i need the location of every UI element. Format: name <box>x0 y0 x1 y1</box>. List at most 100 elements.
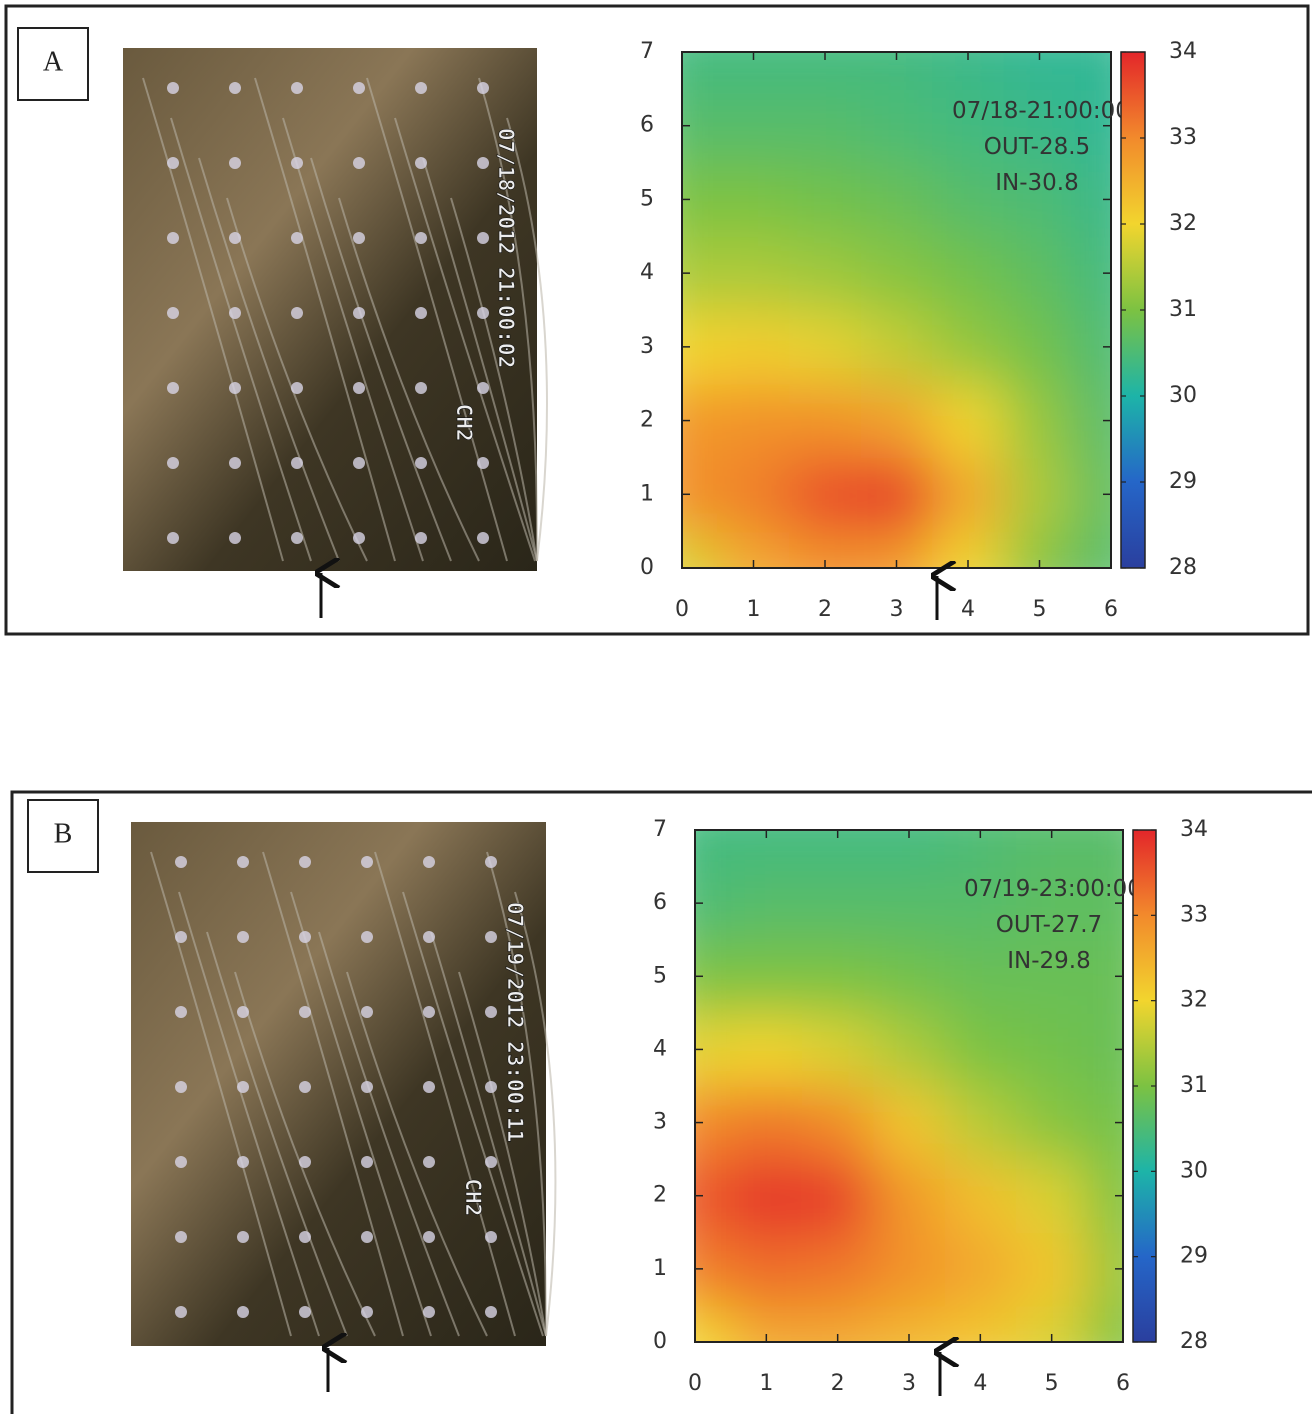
photo-detail <box>291 307 303 319</box>
heat-cell <box>718 163 791 238</box>
photo-channel: CH2 <box>452 404 476 442</box>
heat-cell <box>1016 1232 1088 1306</box>
heat-cell <box>789 89 862 164</box>
x-tick-label: 0 <box>688 1371 702 1396</box>
heat-cell <box>1004 310 1077 385</box>
y-tick-label: 1 <box>653 1256 667 1281</box>
y-tick-label: 0 <box>653 1329 667 1354</box>
photo-detail <box>299 856 311 868</box>
photo-detail <box>167 532 179 544</box>
photo-detail <box>485 1231 497 1243</box>
x-tick-label: 5 <box>1045 1371 1059 1396</box>
colorbar-tick-label: 30 <box>1180 1158 1208 1183</box>
x-tick-label: 0 <box>675 597 689 622</box>
photo-detail <box>477 457 489 469</box>
photo-detail <box>237 1081 249 1093</box>
photo-detail <box>237 1231 249 1243</box>
heat-cell <box>789 457 862 532</box>
heat-cell <box>802 1086 874 1160</box>
colorbar-tick-label: 34 <box>1180 817 1208 842</box>
photo-detail <box>423 856 435 868</box>
y-tick-label: 4 <box>653 1036 667 1061</box>
annotation: IN-30.8 <box>995 170 1079 196</box>
photo-detail <box>477 82 489 94</box>
photo-detail <box>423 1156 435 1168</box>
photo-detail <box>353 457 365 469</box>
photo-detail <box>415 457 427 469</box>
heat-cell <box>873 1232 945 1306</box>
heat-cell <box>1004 236 1077 311</box>
photo-detail <box>423 1306 435 1318</box>
colorbar-tick-label: 30 <box>1169 383 1197 408</box>
heat-cell <box>718 89 791 164</box>
photo-detail <box>291 82 303 94</box>
heat-cell <box>1004 457 1077 532</box>
photo-detail <box>167 157 179 169</box>
photo-channel: CH2 <box>461 1178 485 1216</box>
heat-cell <box>802 940 874 1014</box>
heat-cell <box>789 163 862 238</box>
heat-cell <box>789 310 862 385</box>
heat-cell <box>945 1086 1017 1160</box>
x-tick-label: 1 <box>747 597 761 622</box>
colorbar-tick-label: 33 <box>1180 902 1208 927</box>
y-tick-label: 2 <box>653 1183 667 1208</box>
heat-cell <box>731 1232 803 1306</box>
photo-detail <box>415 82 427 94</box>
photo-detail <box>291 532 303 544</box>
photo-detail <box>485 931 497 943</box>
heat-cell <box>731 1086 803 1160</box>
photo-detail <box>229 382 241 394</box>
x-tick-label: 6 <box>1116 1371 1130 1396</box>
photo-detail <box>291 382 303 394</box>
heat-cell <box>861 384 934 459</box>
y-tick-label: 5 <box>640 186 654 211</box>
photo-detail <box>299 1156 311 1168</box>
heat-cell <box>802 867 874 941</box>
photo-detail <box>299 1006 311 1018</box>
photo-detail <box>485 1006 497 1018</box>
annotation: IN-29.8 <box>1007 948 1091 974</box>
x-tick-label: 4 <box>961 597 975 622</box>
photo-detail <box>229 307 241 319</box>
heat-cell <box>802 1013 874 1087</box>
heat-cell <box>873 867 945 941</box>
photo-detail <box>361 856 373 868</box>
photo-detail <box>423 931 435 943</box>
photo-detail <box>175 1231 187 1243</box>
photo-detail <box>423 1231 435 1243</box>
photo-detail <box>415 307 427 319</box>
heat-cell <box>932 236 1005 311</box>
photo-detail <box>175 1306 187 1318</box>
colorbar-tick-label: 33 <box>1169 125 1197 150</box>
photo-detail <box>423 1081 435 1093</box>
photo-detail <box>361 1231 373 1243</box>
colorbar-tick-label: 29 <box>1180 1244 1208 1269</box>
colorbar-tick-label: 32 <box>1169 211 1197 236</box>
y-tick-label: 7 <box>653 817 667 842</box>
colorbar-tick-label: 34 <box>1169 39 1197 64</box>
heat-cell <box>861 457 934 532</box>
photo-detail <box>229 82 241 94</box>
heat-cell <box>861 163 934 238</box>
x-tick-label: 4 <box>973 1371 987 1396</box>
y-tick-label: 6 <box>653 890 667 915</box>
photo-detail <box>291 157 303 169</box>
colorbar-tick-label: 31 <box>1180 1073 1208 1098</box>
x-tick-label: 3 <box>902 1371 916 1396</box>
photo-detail <box>229 232 241 244</box>
photo-detail <box>353 532 365 544</box>
photo-detail <box>175 931 187 943</box>
y-tick-label: 2 <box>640 408 654 433</box>
photo-detail <box>361 1006 373 1018</box>
heat-cell <box>873 1013 945 1087</box>
photo-detail <box>353 232 365 244</box>
y-tick-label: 1 <box>640 481 654 506</box>
heat-cell <box>718 384 791 459</box>
photo-detail <box>485 1156 497 1168</box>
colorbar-tick-label: 31 <box>1169 297 1197 322</box>
photo-detail <box>353 157 365 169</box>
y-tick-label: 3 <box>640 334 654 359</box>
photo-detail <box>291 457 303 469</box>
photo-detail <box>361 931 373 943</box>
